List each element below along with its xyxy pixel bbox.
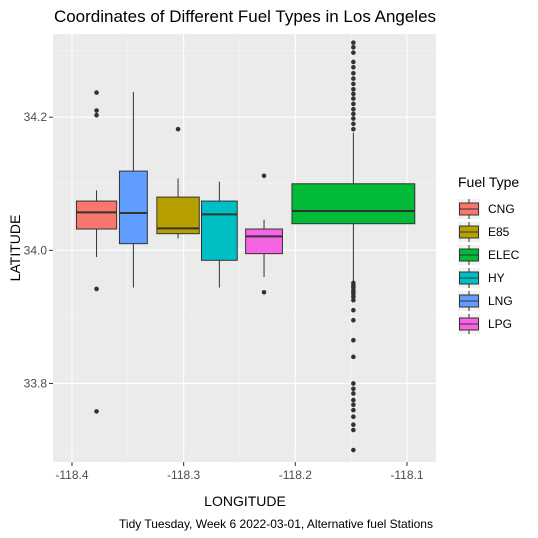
legend-label-lng: LNG bbox=[488, 294, 513, 308]
outlier-point-elec bbox=[351, 391, 356, 396]
box-hy bbox=[201, 181, 238, 288]
legend: Fuel Type CNG E85 ELEC HY LNG LPG bbox=[458, 174, 520, 334]
outlier-point-elec bbox=[351, 45, 356, 50]
outlier-point-elec bbox=[351, 422, 356, 428]
outlier-point-e85 bbox=[175, 126, 181, 132]
outlier-point-cng bbox=[94, 112, 99, 118]
legend-label-lpg: LPG bbox=[488, 317, 512, 331]
outlier-point-elec bbox=[351, 106, 356, 112]
x-tick-label: -118.1 bbox=[390, 468, 423, 482]
outlier-point-lpg bbox=[261, 289, 267, 295]
outlier-point-elec bbox=[351, 307, 356, 313]
outlier-point-elec bbox=[351, 81, 356, 87]
legend-label-cng: CNG bbox=[488, 202, 515, 216]
outlier-point-elec bbox=[351, 121, 356, 127]
box-body-elec bbox=[291, 183, 416, 225]
outlier-point-elec bbox=[351, 407, 356, 413]
box-lng bbox=[118, 91, 148, 288]
outlier-point-elec bbox=[351, 397, 356, 403]
outlier-point-elec bbox=[351, 76, 356, 81]
box-body-hy bbox=[201, 200, 238, 261]
box-body-lng bbox=[118, 170, 148, 245]
major-gridlines bbox=[53, 34, 436, 462]
box-elec bbox=[291, 40, 416, 453]
outlier-point-elec bbox=[351, 126, 356, 132]
box-cng bbox=[75, 90, 118, 414]
chart-title: Coordinates of Different Fuel Types in L… bbox=[54, 7, 436, 26]
x-tick-label: -118.2 bbox=[279, 468, 312, 482]
outlier-point-elec bbox=[351, 116, 356, 121]
outlier-point-lpg bbox=[261, 173, 267, 179]
outlier-point-elec bbox=[351, 70, 356, 76]
outlier-point-elec bbox=[351, 40, 356, 45]
legend-title: Fuel Type bbox=[458, 174, 519, 190]
outlier-point-elec bbox=[351, 414, 356, 420]
outlier-point-cng bbox=[94, 409, 99, 414]
boxplot-boxes bbox=[75, 40, 416, 453]
legend-label-elec: ELEC bbox=[488, 248, 520, 262]
chart-caption: Tidy Tuesday, Week 6 2022-03-01, Alterna… bbox=[119, 517, 433, 531]
outlier-point-elec bbox=[351, 91, 356, 97]
box-body-lpg bbox=[245, 228, 283, 255]
outlier-point-elec bbox=[351, 427, 356, 433]
minor-gridlines bbox=[53, 34, 436, 462]
outlier-point-elec bbox=[351, 447, 356, 453]
outlier-point-elec bbox=[351, 386, 356, 392]
outlier-point-elec bbox=[351, 297, 356, 303]
legend-label-e85: E85 bbox=[488, 225, 510, 239]
outlier-point-elec bbox=[351, 381, 356, 386]
plot-panel bbox=[53, 34, 436, 462]
x-axis: -118.4 -118.3 -118.2 -118.1 bbox=[55, 462, 424, 482]
outlier-point-elec bbox=[351, 337, 356, 343]
y-tick-label: 34.0 bbox=[24, 243, 48, 257]
outlier-point-elec bbox=[351, 59, 356, 65]
x-axis-title: LONGITUDE bbox=[204, 493, 286, 509]
outlier-point-elec bbox=[351, 111, 356, 117]
outlier-point-elec bbox=[351, 101, 356, 107]
box-body-cng bbox=[75, 200, 118, 230]
y-axis: 33.8 34.0 34.2 bbox=[24, 110, 53, 390]
y-tick-label: 33.8 bbox=[24, 376, 48, 390]
outlier-point-elec bbox=[351, 64, 356, 70]
y-axis-title: LATITUDE bbox=[7, 215, 23, 282]
outlier-point-cng bbox=[94, 90, 99, 95]
x-tick-label: -118.3 bbox=[167, 468, 200, 482]
y-tick-label: 34.2 bbox=[24, 110, 48, 124]
outlier-point-elec bbox=[351, 86, 356, 92]
outlier-point-elec bbox=[351, 402, 356, 408]
outlier-point-elec bbox=[351, 50, 356, 55]
legend-label-hy: HY bbox=[488, 271, 505, 285]
box-e85 bbox=[156, 126, 200, 239]
outlier-point-elec bbox=[351, 317, 356, 323]
outlier-point-elec bbox=[351, 294, 356, 300]
outlier-point-cng bbox=[94, 286, 99, 292]
outlier-point-elec bbox=[351, 354, 356, 360]
x-tick-label: -118.4 bbox=[55, 468, 88, 482]
box-lpg bbox=[245, 173, 283, 295]
outlier-point-elec bbox=[351, 96, 356, 101]
outlier-point-cng bbox=[94, 108, 99, 113]
